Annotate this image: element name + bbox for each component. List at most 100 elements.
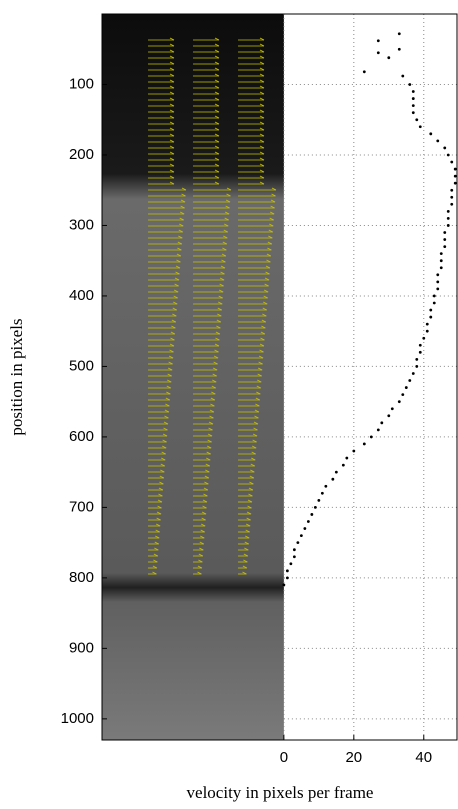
flow-arrow bbox=[259, 133, 265, 137]
flow-arrow bbox=[271, 187, 277, 191]
flow-arrow bbox=[208, 421, 214, 425]
data-point bbox=[415, 365, 419, 368]
flow-arrow bbox=[169, 97, 175, 101]
data-point bbox=[418, 125, 422, 129]
flow-arrow bbox=[203, 487, 209, 491]
data-point bbox=[436, 280, 440, 284]
flow-arrow bbox=[169, 349, 174, 353]
data-point bbox=[387, 56, 391, 60]
data-point bbox=[453, 174, 457, 178]
flow-arrow bbox=[250, 469, 255, 473]
flow-arrow bbox=[259, 91, 265, 95]
flow-arrow bbox=[169, 151, 175, 155]
flow-arrow bbox=[262, 307, 267, 311]
y-axis-label: position in pixels bbox=[7, 318, 26, 435]
flow-arrow bbox=[169, 61, 175, 65]
flow-arrow bbox=[199, 547, 204, 551]
flow-arrow bbox=[202, 505, 207, 509]
flow-arrow bbox=[214, 109, 220, 113]
flow-arrow bbox=[158, 493, 163, 497]
grid bbox=[283, 14, 457, 740]
flow-arrow bbox=[249, 475, 255, 479]
flow-arrow bbox=[249, 481, 254, 485]
y-tick-label: 300 bbox=[69, 216, 94, 233]
flow-arrow bbox=[168, 361, 173, 365]
flow-arrow bbox=[259, 343, 265, 347]
flow-arrow bbox=[214, 127, 220, 131]
flow-arrow bbox=[215, 331, 221, 335]
flow-arrow bbox=[173, 295, 178, 299]
flow-arrow bbox=[214, 121, 220, 125]
data-point bbox=[446, 209, 450, 213]
data-point bbox=[362, 70, 366, 74]
flow-arrow bbox=[160, 469, 165, 473]
data-point bbox=[320, 491, 324, 495]
flow-arrow bbox=[169, 145, 175, 149]
data-point bbox=[285, 569, 289, 573]
flow-arrow bbox=[172, 307, 177, 311]
data-point bbox=[369, 435, 373, 439]
flow-arrow bbox=[259, 37, 265, 41]
flow-arrow bbox=[259, 145, 265, 149]
flow-arrow bbox=[263, 289, 269, 293]
flow-arrow bbox=[154, 547, 159, 551]
flow-arrow bbox=[163, 421, 169, 425]
flow-arrow bbox=[201, 517, 206, 521]
flow-arrow bbox=[224, 217, 229, 221]
flow-arrow bbox=[158, 487, 164, 491]
flow-arrow bbox=[251, 445, 257, 449]
flow-arrow bbox=[214, 115, 220, 119]
data-point bbox=[331, 477, 335, 481]
flow-arrow bbox=[242, 565, 248, 569]
data-point bbox=[436, 287, 440, 291]
flow-arrow bbox=[266, 253, 272, 257]
flow-arrow bbox=[169, 43, 175, 47]
flow-arrow bbox=[155, 529, 160, 533]
flow-arrow bbox=[155, 523, 161, 527]
y-tick-label: 1000 bbox=[61, 710, 94, 727]
flow-arrow bbox=[223, 229, 228, 233]
flow-arrow bbox=[198, 553, 204, 557]
flow-arrow bbox=[154, 541, 159, 545]
data-point bbox=[292, 555, 296, 559]
data-point bbox=[306, 520, 310, 523]
data-point bbox=[292, 548, 296, 552]
data-point bbox=[408, 379, 412, 382]
flow-arrow bbox=[197, 565, 203, 569]
data-point bbox=[380, 421, 384, 425]
data-point bbox=[446, 224, 450, 227]
flow-arrow bbox=[214, 181, 220, 185]
flow-arrow bbox=[223, 235, 228, 239]
data-point bbox=[408, 83, 412, 86]
y-tick-label: 800 bbox=[69, 569, 94, 586]
flow-arrow bbox=[153, 553, 159, 557]
flow-arrow bbox=[201, 511, 207, 515]
flow-arrow bbox=[214, 349, 219, 353]
data-point bbox=[450, 160, 454, 164]
data-point bbox=[415, 357, 419, 361]
flow-arrow bbox=[153, 559, 158, 563]
data-point bbox=[432, 301, 436, 305]
flow-arrow bbox=[270, 199, 276, 203]
data-point bbox=[387, 414, 391, 418]
flow-arrow bbox=[176, 253, 182, 257]
flow-arrow bbox=[267, 247, 272, 251]
flow-arrow bbox=[214, 169, 220, 173]
flow-arrow bbox=[255, 403, 260, 407]
flow-arrow bbox=[246, 517, 251, 521]
flow-arrow bbox=[166, 391, 171, 395]
flow-arrow bbox=[173, 301, 178, 305]
flow-arrow bbox=[247, 499, 253, 503]
flow-arrow bbox=[214, 67, 220, 71]
data-point bbox=[345, 456, 349, 460]
flow-arrow bbox=[166, 385, 171, 389]
flow-arrow bbox=[169, 133, 175, 137]
flow-arrow bbox=[259, 175, 265, 179]
flow-arrow bbox=[170, 331, 176, 335]
data-point bbox=[422, 336, 426, 340]
flow-arrow bbox=[247, 505, 252, 509]
flow-arrow bbox=[164, 409, 170, 413]
data-point bbox=[425, 329, 429, 333]
flow-arrow bbox=[178, 229, 183, 233]
flow-arrow bbox=[169, 175, 175, 179]
